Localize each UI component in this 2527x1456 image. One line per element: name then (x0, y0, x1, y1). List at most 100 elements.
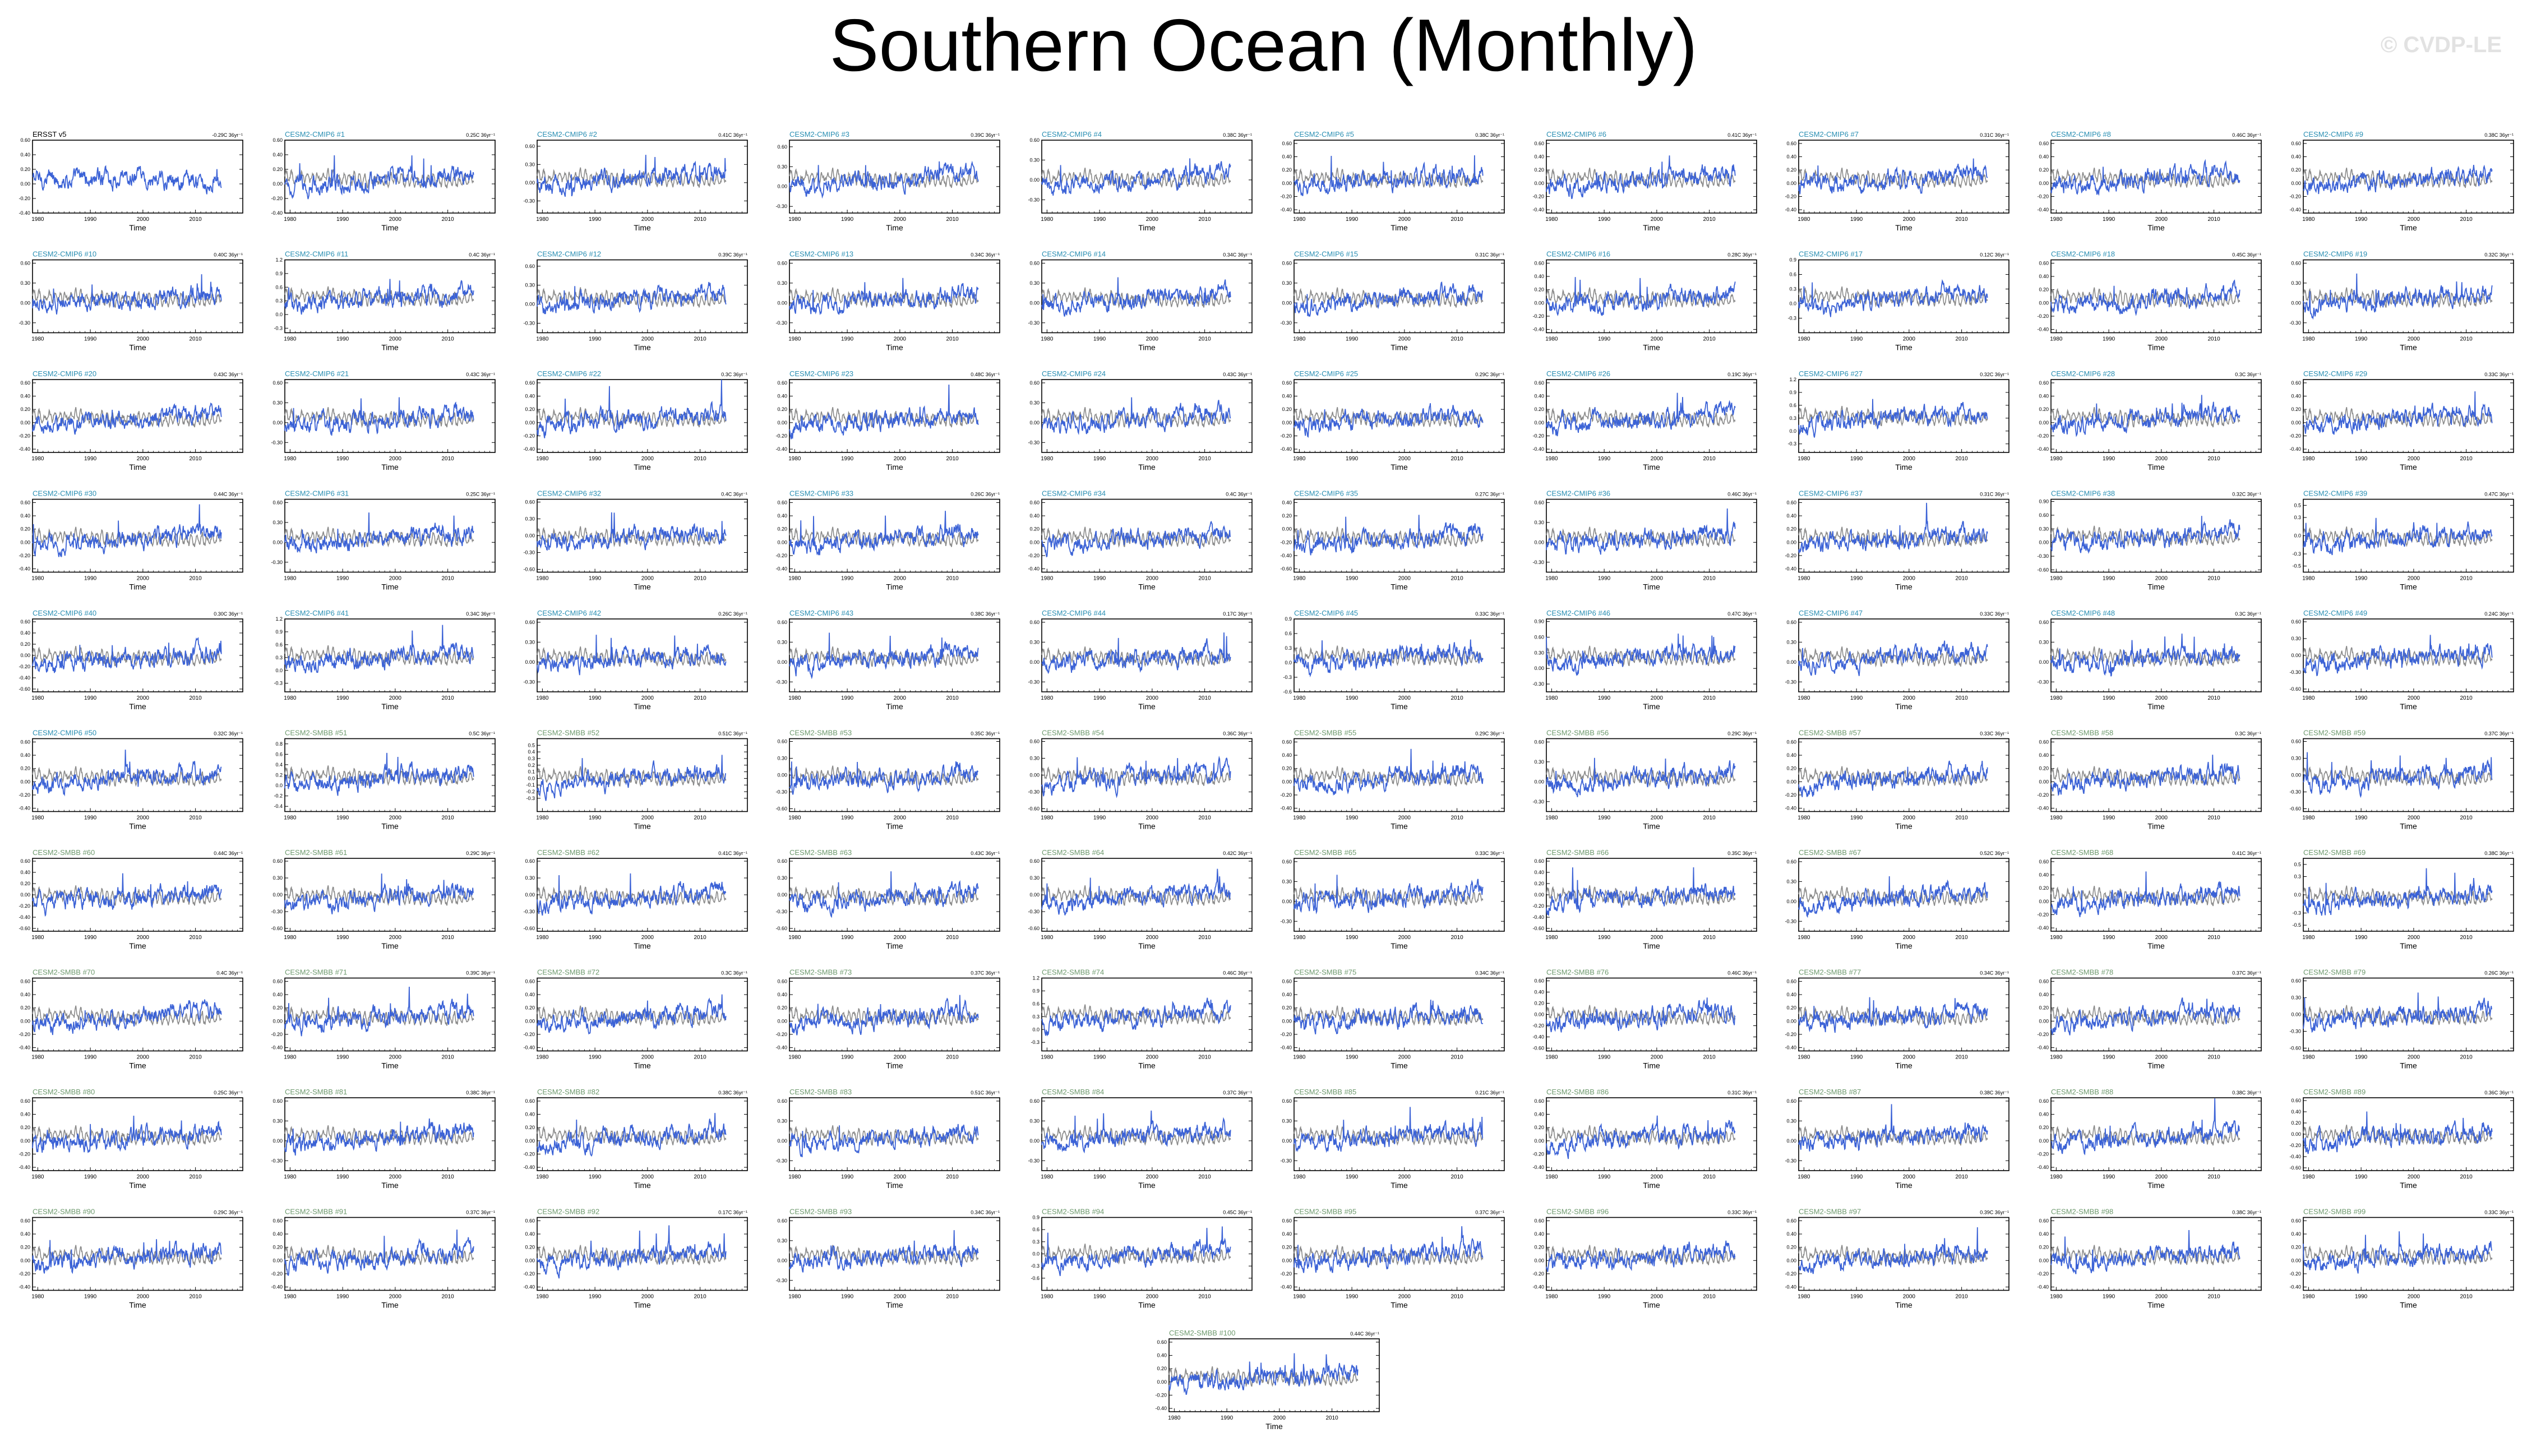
y-tick-label: 0.60 (2039, 512, 2049, 518)
x-axis-label: Time (1643, 702, 1660, 711)
y-tick-label: 0.20 (272, 1005, 283, 1011)
x-tick-label: 2000 (2155, 935, 2168, 941)
y-tick-label: 0.40 (2291, 394, 2301, 399)
x-tick-label: 2000 (894, 695, 907, 701)
series-line (1293, 639, 1484, 678)
panel-title: CESM2-SMBB #62 (537, 848, 599, 857)
y-tick-label: 0.20 (1534, 167, 1544, 173)
y-tick-label: 0.60 (2291, 380, 2301, 386)
x-tick-label: 1990 (589, 935, 602, 941)
series-line (1293, 281, 1484, 317)
trend-label: 0.43C 36yr⁻¹ (466, 372, 495, 377)
x-tick-label: 2000 (137, 1055, 150, 1061)
panel: CESM2-SMBB #69 0.38C 36yr⁻¹ 0.5 0.3 0.0 -0.3 -… (2292, 848, 2514, 950)
panel-title: CESM2-CMIP6 #11 (285, 250, 348, 258)
reference-series-line (2303, 765, 2493, 787)
panel-title: CESM2-CMIP6 #15 (1294, 250, 1358, 258)
panel: CESM2-CMIP6 #49 0.24C 36yr⁻¹ 0.60 0.30 0.00 -… (2289, 609, 2514, 711)
x-tick-label: 1990 (841, 456, 854, 462)
y-tick-label: 0.60 (2039, 260, 2049, 266)
y-tick-label: -0.20 (1280, 792, 1292, 798)
y-tick-label: 0.60 (2291, 739, 2301, 745)
series-line (1798, 760, 1988, 797)
panel-title: CESM2-SMBB #55 (1294, 729, 1356, 737)
x-tick-label: 1980 (1798, 935, 1810, 941)
x-tick-label: 1980 (1545, 336, 1558, 343)
trend-label: 0.38C 36yr⁻¹ (971, 611, 1000, 617)
series-line (32, 999, 222, 1036)
x-tick-label: 1980 (1798, 216, 1810, 223)
trend-label: 0.38C 36yr⁻¹ (2484, 851, 2514, 856)
x-tick-label: 1980 (31, 1055, 44, 1061)
x-axis-label: Time (129, 1061, 146, 1070)
y-tick-label: 0.4 (528, 749, 535, 755)
panel-title: CESM2-CMIP6 #44 (1042, 609, 1106, 617)
x-tick-label: 2000 (137, 576, 150, 582)
y-tick-label: 0.60 (1282, 739, 1292, 745)
y-tick-label: 0.40 (1786, 513, 1796, 519)
trend-label: 0.12C 36yr⁻¹ (1980, 252, 2009, 258)
y-tick-label: 0.0 (2294, 533, 2301, 539)
y-tick-label: 0.00 (525, 533, 535, 539)
y-tick-label: -0.20 (2037, 433, 2049, 438)
series-line (284, 512, 474, 554)
x-tick-label: 2000 (894, 1055, 907, 1061)
y-tick-label: 0.9 (1789, 257, 1796, 263)
x-tick-label: 2000 (2408, 216, 2420, 223)
panel-title: CESM2-CMIP6 #36 (1546, 489, 1610, 498)
reference-series-line (32, 766, 222, 788)
y-tick-label: -0.60 (775, 806, 787, 812)
x-tick-label: 1980 (1545, 815, 1558, 821)
x-tick-label: 2000 (389, 456, 402, 462)
y-tick-label: 0.20 (20, 406, 30, 412)
x-axis-label: Time (129, 583, 146, 591)
y-tick-label: -0.40 (1280, 806, 1292, 811)
x-tick-label: 2000 (1651, 336, 1664, 343)
x-tick-label: 1980 (1041, 336, 1054, 343)
trend-label: 0.33C 36yr⁻¹ (1475, 851, 1504, 856)
panel-title: CESM2-CMIP6 #8 (2051, 130, 2111, 138)
y-tick-label: 0.90 (1534, 619, 1544, 625)
y-tick-label: 0.60 (1029, 500, 1040, 505)
trend-label: 0.3C 36yr⁻¹ (721, 970, 747, 976)
y-tick-label: 0.60 (525, 264, 535, 269)
x-tick-label: 2010 (946, 456, 959, 462)
x-axis-label: Time (2147, 343, 2165, 352)
y-tick-label: 0.30 (1786, 639, 1796, 645)
panel: CESM2-CMIP6 #8 0.46C 36yr⁻¹ 0.60 0.40 0.20 0.… (2037, 130, 2262, 232)
panel-title: CESM2-CMIP6 #46 (1546, 609, 1610, 617)
y-tick-label: 0.60 (777, 380, 787, 386)
x-axis-label: Time (2400, 941, 2417, 950)
y-tick-label: 0.60 (777, 978, 787, 984)
y-tick-label: 0.20 (777, 526, 787, 532)
y-tick-label: 0.60 (1786, 141, 1796, 146)
y-tick-label: -0.20 (1785, 792, 1796, 798)
x-axis-label: Time (2400, 702, 2417, 711)
x-axis-label: Time (634, 223, 651, 232)
x-tick-label: 1980 (536, 456, 549, 462)
x-tick-label: 1990 (336, 1055, 349, 1061)
y-tick-label: 0.40 (2039, 752, 2049, 758)
x-tick-label: 2010 (2208, 935, 2221, 941)
panel: CESM2-CMIP6 #37 0.31C 36yr⁻¹ 0.60 0.40 0.20 0… (1785, 489, 2009, 591)
y-tick-label: 0.60 (1534, 858, 1544, 864)
y-tick-label: -0.20 (775, 553, 787, 558)
x-tick-label: 1990 (336, 576, 349, 582)
panel: CESM2-CMIP6 #10 0.40C 36yr⁻¹ 0.60 0.30 0.00 -… (19, 250, 243, 352)
series-line (2050, 395, 2240, 437)
x-tick-label: 1980 (31, 576, 44, 582)
x-axis-label: Time (1895, 463, 1912, 472)
x-axis-label: Time (2147, 463, 2165, 472)
panel-title: CESM2-CMIP6 #30 (33, 489, 96, 498)
panel-title: CESM2-SMBB #58 (2051, 729, 2113, 737)
y-tick-label: -0.40 (2037, 806, 2049, 811)
y-tick-label: -0.30 (775, 320, 787, 326)
x-tick-label: 2010 (1451, 1055, 1464, 1061)
panel: CESM2-SMBB #57 0.33C 36yr⁻¹ 0.60 0.40 0.20 0.… (1785, 729, 2009, 831)
trend-label: 0.52C 36yr⁻¹ (1980, 851, 2009, 856)
x-axis-label: Time (886, 941, 903, 950)
x-tick-label: 2000 (2155, 336, 2168, 343)
y-tick-label: 0.20 (1534, 287, 1544, 293)
y-tick-label: 0.00 (1029, 773, 1040, 778)
y-tick-label: 0.2 (528, 762, 535, 768)
